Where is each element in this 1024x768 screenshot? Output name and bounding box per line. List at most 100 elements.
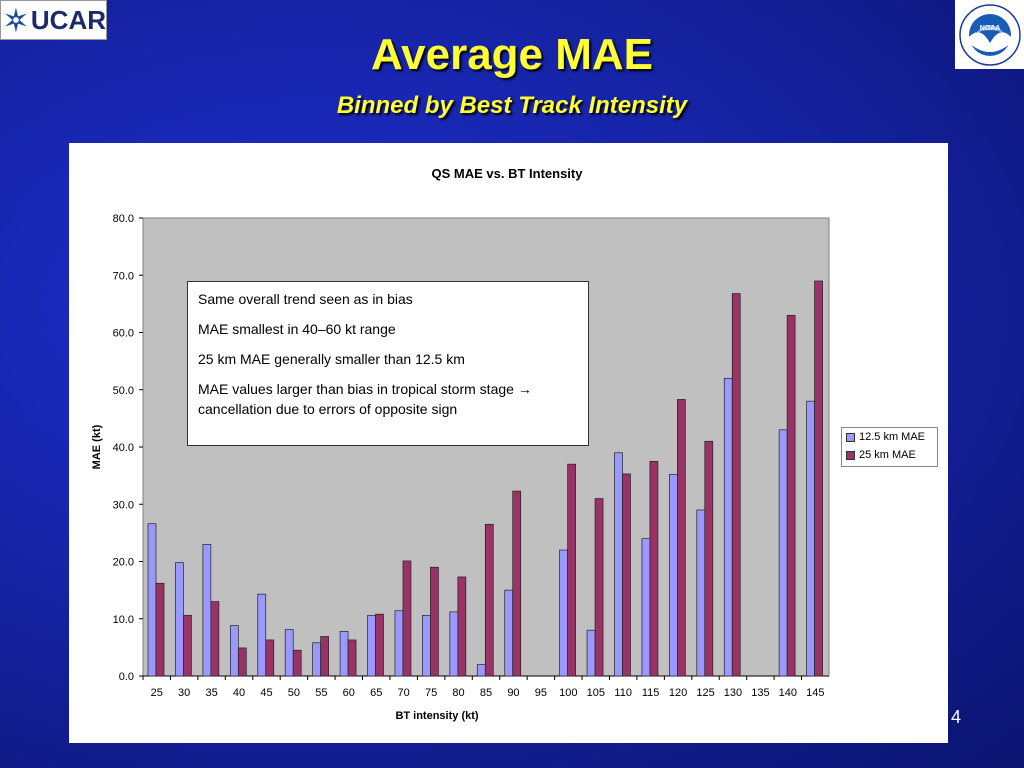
bar-mae-12-5km xyxy=(696,509,706,677)
bar-mae-12-5km xyxy=(147,523,157,677)
x-tick-label: 85 xyxy=(480,687,492,699)
x-tick-label: 65 xyxy=(370,687,382,699)
bar-mae-12-5km xyxy=(312,642,321,677)
bar-mae-25km xyxy=(677,399,686,677)
bar-mae-25km xyxy=(183,614,192,677)
y-tick-label: 60.0 xyxy=(113,328,134,340)
annotation-box: Same overall trend seen as in bias MAE s… xyxy=(187,281,589,446)
y-tick-label: 40.0 xyxy=(113,442,134,454)
chart-legend: 12.5 km MAE 25 km MAE xyxy=(841,427,938,467)
bar-mae-25km xyxy=(786,314,796,677)
bar-mae-12-5km xyxy=(614,452,623,677)
bar-mae-25km xyxy=(622,473,631,677)
annotation-line: Same overall trend seen as in bias xyxy=(198,291,413,307)
bar-mae-25km xyxy=(210,601,220,677)
bar-mae-25km xyxy=(594,498,604,677)
bar-mae-12-5km xyxy=(257,593,267,677)
bar-mae-25km xyxy=(512,490,522,677)
bar-mae-12-5km xyxy=(723,377,733,677)
x-tick-label: 115 xyxy=(642,687,660,699)
legend-swatch xyxy=(846,432,855,442)
x-tick-label: 50 xyxy=(288,687,300,699)
bar-mae-25km xyxy=(375,613,384,677)
bar-mae-25km xyxy=(649,460,659,677)
x-tick-label: 95 xyxy=(535,687,547,699)
bar-mae-25km xyxy=(347,639,357,677)
x-tick-label: 145 xyxy=(806,687,824,699)
legend-item: 25 km MAE xyxy=(842,446,937,464)
bar-mae-12-5km xyxy=(339,630,349,677)
y-tick-label: 80.0 xyxy=(113,213,134,225)
bar-mae-25km xyxy=(265,639,275,677)
x-tick-label: 25 xyxy=(151,687,163,699)
ucar-star-icon xyxy=(5,7,27,33)
bar-mae-25km xyxy=(484,523,494,677)
x-tick-label: 35 xyxy=(205,687,217,699)
bar-mae-25km xyxy=(292,649,302,677)
legend-label: 12.5 km MAE xyxy=(859,431,926,443)
bar-mae-12-5km xyxy=(175,562,184,677)
legend-label: 25 km MAE xyxy=(859,449,916,461)
noaa-logo-text: NOAA xyxy=(979,25,1000,32)
bar-mae-25km xyxy=(430,566,439,677)
bar-mae-12-5km xyxy=(504,589,514,677)
y-tick-label: 20.0 xyxy=(113,557,134,569)
bar-mae-12-5km xyxy=(669,474,678,677)
bar-mae-25km xyxy=(237,647,247,677)
noaa-seal-icon: NOAA xyxy=(958,3,1021,66)
bar-mae-25km xyxy=(567,463,576,677)
bar-mae-12-5km xyxy=(449,611,459,677)
bar-mae-12-5km xyxy=(806,400,815,677)
bar-mae-25km xyxy=(731,293,741,677)
bar-mae-25km xyxy=(402,560,412,677)
bar-mae-25km xyxy=(704,440,714,677)
bar-mae-12-5km xyxy=(778,429,788,677)
bar-mae-12-5km xyxy=(422,614,431,677)
noaa-logo: NOAA xyxy=(955,0,1024,69)
x-tick-label: 135 xyxy=(751,687,769,699)
chart-title: QS MAE vs. BT Intensity xyxy=(432,166,584,181)
bar-mae-25km xyxy=(155,582,165,677)
bar-mae-12-5km xyxy=(284,629,294,677)
bar-mae-25km xyxy=(320,636,329,677)
x-tick-label: 80 xyxy=(452,687,464,699)
legend-swatch xyxy=(846,450,855,460)
ucar-logo-text: UCAR xyxy=(30,4,106,35)
legend-item: 12.5 km MAE xyxy=(842,428,937,446)
x-tick-label: 40 xyxy=(233,687,245,699)
slide-subtitle: Binned by Best Track Intensity xyxy=(336,92,688,119)
y-tick-label: 30.0 xyxy=(113,499,134,511)
slide-number: 4 xyxy=(951,707,962,727)
x-tick-label: 120 xyxy=(669,687,687,699)
x-tick-label: 30 xyxy=(178,687,190,699)
y-tick-label: 50.0 xyxy=(113,385,134,397)
x-tick-label: 110 xyxy=(614,687,632,699)
y-axis-label: MAE (kt) xyxy=(91,424,103,469)
bar-mae-12-5km xyxy=(202,543,212,677)
bar-mae-12-5km xyxy=(229,625,239,677)
bar-mae-12-5km xyxy=(586,629,596,677)
bar-mae-12-5km xyxy=(367,614,376,677)
x-axis-label: BT intensity (kt) xyxy=(395,710,478,722)
y-tick-label: 10.0 xyxy=(113,614,134,626)
slide-title: Average MAE xyxy=(370,30,654,79)
x-tick-label: 75 xyxy=(425,687,437,699)
bar-mae-12-5km xyxy=(559,549,568,677)
ucar-logo: UCAR xyxy=(0,0,107,40)
annotation-line: MAE smallest in 40–60 kt range xyxy=(198,321,396,337)
x-tick-label: 90 xyxy=(507,687,519,699)
bar-mae-12-5km xyxy=(641,538,651,677)
bar-mae-25km xyxy=(814,280,823,677)
y-tick-label: 70.0 xyxy=(113,270,134,282)
bar-mae-25km xyxy=(457,576,467,677)
x-tick-label: 70 xyxy=(398,687,410,699)
bar-mae-12-5km xyxy=(394,610,404,677)
annotation-line: 25 km MAE generally smaller than 12.5 km xyxy=(198,351,465,367)
x-tick-label: 100 xyxy=(559,687,577,699)
x-tick-label: 125 xyxy=(696,687,714,699)
x-tick-label: 105 xyxy=(587,687,605,699)
x-tick-label: 140 xyxy=(779,687,797,699)
bar-mae-12-5km xyxy=(476,664,486,677)
annotation-line: MAE values larger than bias in tropical … xyxy=(198,381,532,417)
y-tick-label: 0.0 xyxy=(119,671,134,683)
